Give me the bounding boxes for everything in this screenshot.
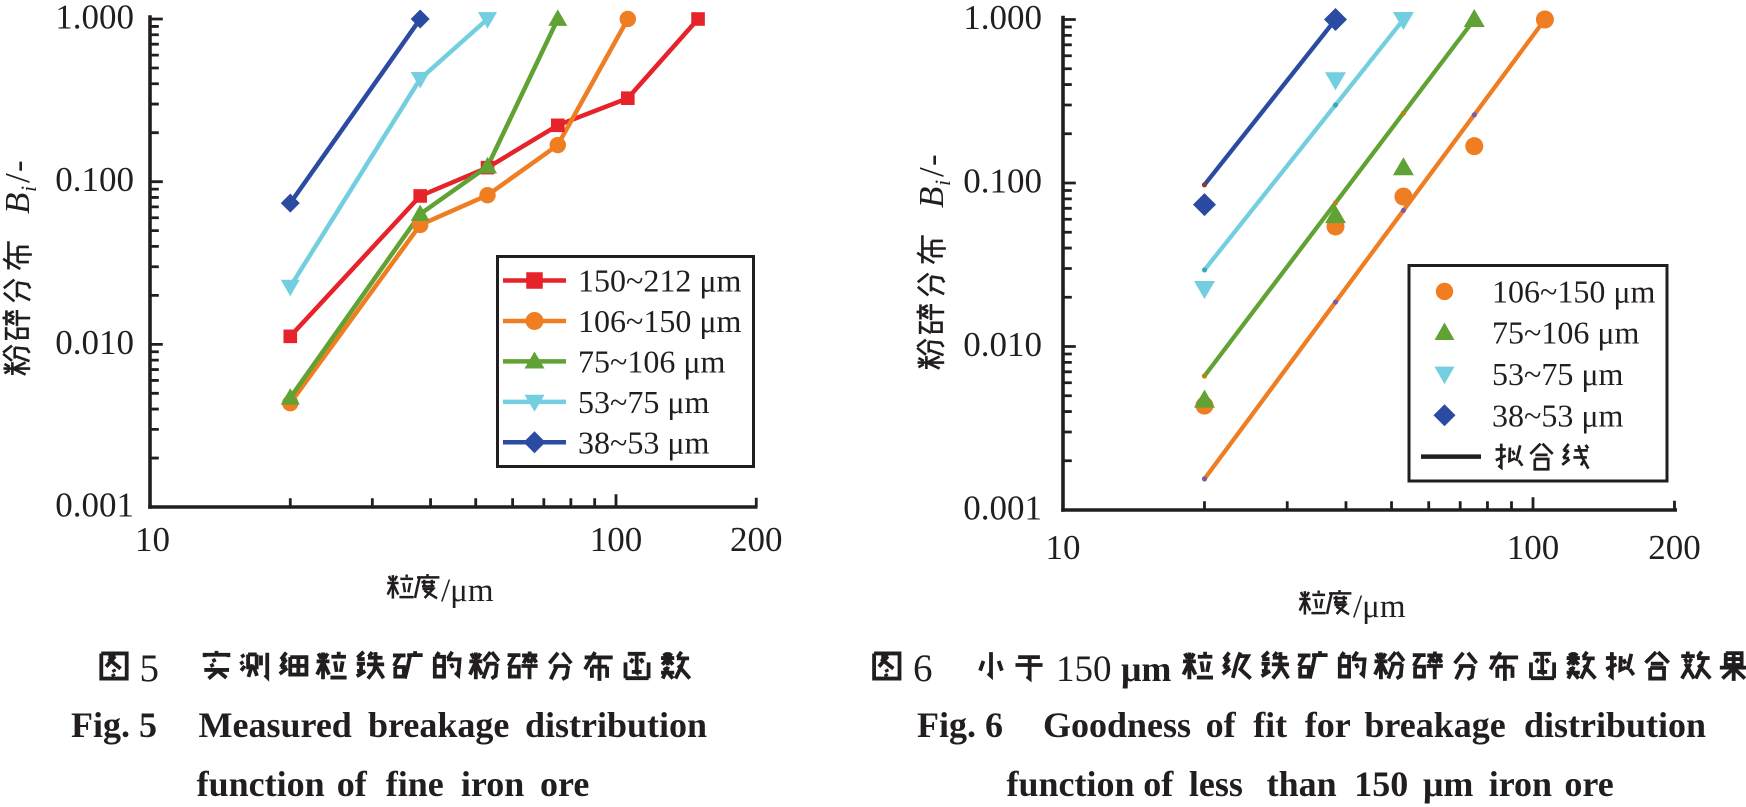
svg-text:than: than (1267, 764, 1337, 804)
svg-text:150~212 μm: 150~212 μm (578, 263, 741, 299)
svg-text:breakage: breakage (1364, 705, 1505, 745)
svg-text:distribution: distribution (525, 705, 707, 745)
svg-text:1.000: 1.000 (55, 0, 134, 37)
svg-text:of: of (1206, 705, 1237, 745)
svg-text:ore: ore (1564, 764, 1613, 804)
svg-text:distribution: distribution (1524, 705, 1706, 745)
svg-text:75~106 μm: 75~106 μm (578, 343, 725, 379)
svg-text:-: - (0, 160, 37, 172)
svg-text:0.100: 0.100 (963, 162, 1042, 201)
svg-text:iron: iron (1489, 764, 1552, 804)
svg-text:Fig.: Fig. (71, 705, 130, 745)
svg-text:75~106 μm: 75~106 μm (1492, 315, 1639, 351)
svg-text:150: 150 (1056, 649, 1112, 690)
svg-text:0.010: 0.010 (55, 323, 134, 362)
svg-text:38~53 μm: 38~53 μm (578, 424, 709, 460)
svg-text:200: 200 (1648, 528, 1701, 567)
svg-text:-: - (912, 154, 951, 166)
svg-text:0.100: 0.100 (55, 160, 134, 199)
svg-text:/μm: /μm (1353, 589, 1406, 625)
svg-text:10: 10 (135, 520, 170, 559)
svg-text:fine: fine (386, 764, 444, 804)
svg-text:iron: iron (461, 764, 524, 804)
svg-text:fit: fit (1253, 705, 1287, 745)
svg-text:0.001: 0.001 (55, 486, 134, 525)
svg-text:breakage: breakage (368, 705, 509, 745)
svg-text:53~75 μm: 53~75 μm (1492, 356, 1623, 392)
svg-text:/μm: /μm (441, 573, 494, 609)
svg-text:μm: μm (1423, 764, 1473, 804)
svg-text:53~75 μm: 53~75 μm (578, 384, 709, 420)
svg-text:100: 100 (590, 520, 643, 559)
svg-text:B: B (912, 187, 951, 208)
svg-text:Goodness: Goodness (1043, 705, 1191, 745)
svg-text:μm: μm (1121, 649, 1171, 689)
svg-text:/: / (0, 173, 37, 183)
svg-text:0.001: 0.001 (963, 489, 1042, 528)
svg-text:function: function (1007, 764, 1135, 804)
svg-text:6: 6 (985, 705, 1003, 745)
svg-text:106~150 μm: 106~150 μm (1492, 273, 1655, 309)
svg-text:of: of (337, 764, 368, 804)
svg-text:106~150 μm: 106~150 μm (578, 303, 741, 339)
svg-text:0.010: 0.010 (963, 325, 1042, 364)
svg-text:Fig.: Fig. (917, 705, 976, 745)
svg-text:B: B (0, 193, 37, 214)
svg-text:100: 100 (1507, 528, 1560, 567)
svg-text:i: i (16, 186, 41, 192)
svg-text:10: 10 (1046, 528, 1081, 567)
svg-text:of: of (1143, 764, 1174, 804)
svg-text:38~53 μm: 38~53 μm (1492, 397, 1623, 433)
svg-text:Measured: Measured (199, 705, 352, 745)
svg-text:ore: ore (540, 764, 589, 804)
svg-text:/: / (912, 167, 951, 177)
svg-text:function: function (197, 764, 325, 804)
svg-text:less: less (1189, 764, 1243, 804)
svg-text:5: 5 (139, 705, 157, 745)
svg-text:5: 5 (140, 647, 160, 690)
svg-text:150: 150 (1354, 764, 1408, 804)
svg-text:6: 6 (913, 647, 933, 690)
svg-text:i: i (930, 180, 955, 186)
svg-text:200: 200 (730, 520, 783, 559)
svg-text:for: for (1305, 705, 1351, 745)
svg-text:1.000: 1.000 (963, 0, 1042, 37)
